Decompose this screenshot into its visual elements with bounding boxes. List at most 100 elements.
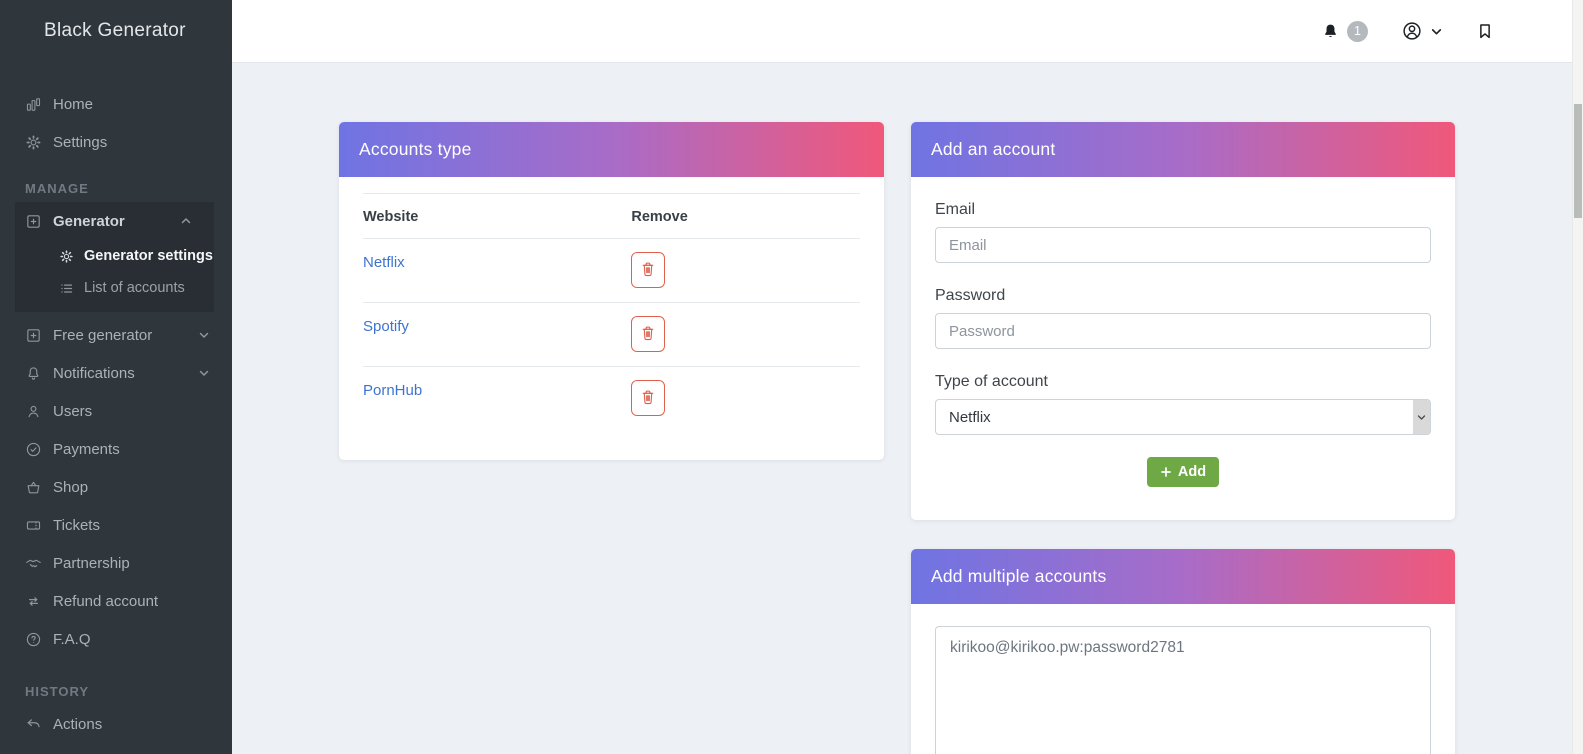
password-field[interactable]	[935, 313, 1431, 349]
website-link[interactable]: Netflix	[363, 254, 405, 271]
reply-arrow-icon	[25, 716, 42, 733]
accounts-type-card: Accounts type Website Remove	[339, 122, 884, 460]
ticket-icon	[25, 517, 42, 534]
notifications-button[interactable]: 1	[1321, 20, 1368, 42]
email-field[interactable]	[935, 227, 1431, 263]
sidebar-item-label: F.A.Q	[53, 630, 91, 648]
sidebar-item-label: Refund account	[53, 592, 159, 610]
sidebar: Black Generator Home Settings MANAGE Gen…	[0, 0, 232, 754]
trash-icon	[639, 260, 657, 281]
sidebar-item-payments[interactable]: Payments	[0, 430, 232, 468]
basket-icon	[25, 479, 42, 496]
sidebar-item-notifications[interactable]: Notifications	[0, 354, 232, 392]
user-icon	[25, 403, 42, 420]
table-row: PornHub	[363, 367, 860, 431]
chevron-down-icon	[198, 367, 210, 379]
handshake-icon	[25, 555, 42, 572]
trash-icon	[639, 324, 657, 345]
sidebar-item-free-generator[interactable]: Free generator	[0, 316, 232, 354]
type-of-account-select-wrap: Netflix	[935, 399, 1431, 435]
sidebar-item-home[interactable]: Home	[0, 85, 232, 123]
sidebar-item-label: Shop	[53, 478, 89, 496]
chevron-down-icon	[198, 329, 210, 341]
sidebar-nav: Home Settings MANAGE Generator	[0, 85, 232, 743]
sidebar-item-list-of-accounts[interactable]: List of accounts	[15, 272, 214, 304]
sidebar-item-settings[interactable]: Settings	[0, 123, 232, 161]
app-brand: Black Generator	[44, 20, 186, 41]
sidebar-item-generator[interactable]: Generator	[15, 202, 214, 240]
remove-account-button[interactable]	[631, 316, 666, 352]
sidebar-item-label: Generator	[53, 212, 125, 230]
sidebar-item-label: Payments	[53, 440, 120, 458]
website-link[interactable]: Spotify	[363, 318, 409, 335]
topbar-actions: 1	[1321, 20, 1583, 42]
sidebar-item-label: Actions	[53, 715, 103, 733]
plus-icon	[1160, 466, 1172, 478]
page-scrollbar-track[interactable]	[1572, 0, 1583, 754]
sidebar-item-label: Notifications	[53, 364, 135, 382]
sidebar-generator-group: Generator Generator settings List of acc…	[15, 202, 214, 312]
question-circle-icon	[25, 631, 42, 648]
add-account-button[interactable]: Add	[1146, 457, 1220, 487]
bar-chart-icon	[25, 96, 42, 113]
sidebar-section-history: HISTORY	[25, 684, 90, 699]
main-area: 1 Accounts type	[232, 0, 1583, 754]
column-header-remove: Remove	[631, 193, 860, 239]
type-of-account-label: Type of account	[935, 373, 1048, 390]
add-account-card: Add an account Email Password Type of ac…	[911, 122, 1455, 520]
page-scrollbar-thumb[interactable]	[1574, 104, 1582, 218]
bookmark-button[interactable]	[1476, 21, 1494, 41]
add-multiple-accounts-card-title: Add multiple accounts	[911, 549, 1455, 604]
check-circle-icon	[25, 441, 42, 458]
email-label: Email	[935, 201, 976, 218]
accounts-type-table: Website Remove Netflix	[363, 193, 860, 430]
chevron-down-icon	[1430, 25, 1443, 38]
sidebar-item-shop[interactable]: Shop	[0, 468, 232, 506]
website-link[interactable]: PornHub	[363, 382, 423, 399]
notification-count-badge: 1	[1347, 20, 1368, 42]
repeat-icon	[25, 593, 42, 610]
list-icon	[59, 281, 74, 296]
sidebar-item-label: Tickets	[53, 516, 100, 534]
multiple-accounts-textarea[interactable]: kirikoo@kirikoo.pw:password2781	[935, 626, 1431, 754]
add-button-label: Add	[1177, 464, 1207, 480]
add-multiple-accounts-card: Add multiple accounts kirikoo@kirikoo.pw…	[911, 549, 1455, 754]
gear-icon	[59, 249, 74, 264]
sidebar-item-faq[interactable]: F.A.Q	[0, 620, 232, 658]
sidebar-item-label: Home	[53, 95, 94, 113]
sidebar-item-label: Users	[53, 402, 93, 420]
user-circle-icon	[1401, 20, 1423, 42]
sidebar-item-label: Settings	[53, 133, 108, 151]
add-account-card-title: Add an account	[911, 122, 1455, 177]
column-header-website: Website	[363, 193, 632, 239]
sidebar-item-users[interactable]: Users	[0, 392, 232, 430]
remove-account-button[interactable]	[631, 380, 666, 416]
sidebar-item-refund-account[interactable]: Refund account	[0, 582, 232, 620]
plus-square-icon	[25, 327, 42, 344]
table-row: Spotify	[363, 302, 860, 367]
sidebar-item-label: Partnership	[53, 554, 130, 572]
chevron-up-icon	[180, 215, 192, 227]
plus-square-icon	[25, 213, 42, 230]
gear-icon	[25, 134, 42, 151]
topbar: 1	[232, 0, 1583, 62]
sidebar-item-label: Free generator	[53, 326, 153, 344]
sidebar-item-tickets[interactable]: Tickets	[0, 506, 232, 544]
type-of-account-select[interactable]: Netflix	[935, 399, 1431, 435]
sidebar-item-actions[interactable]: Actions	[0, 705, 232, 743]
sidebar-item-label: List of accounts	[84, 280, 185, 296]
accounts-type-card-title: Accounts type	[339, 122, 884, 177]
sidebar-item-generator-settings[interactable]: Generator settings	[15, 240, 214, 272]
password-label: Password	[935, 287, 1006, 304]
sidebar-item-partnership[interactable]: Partnership	[0, 544, 232, 582]
bookmark-icon	[1476, 21, 1494, 41]
trash-icon	[639, 388, 657, 409]
sidebar-item-label: Generator settings	[84, 248, 213, 264]
table-row: Netflix	[363, 238, 860, 303]
bell-icon	[25, 365, 42, 382]
user-menu-button[interactable]	[1401, 20, 1443, 42]
sidebar-section-manage: MANAGE	[25, 181, 89, 196]
bell-icon	[1321, 22, 1340, 41]
remove-account-button[interactable]	[631, 252, 666, 288]
page-content: Accounts type Website Remove	[232, 62, 1583, 754]
